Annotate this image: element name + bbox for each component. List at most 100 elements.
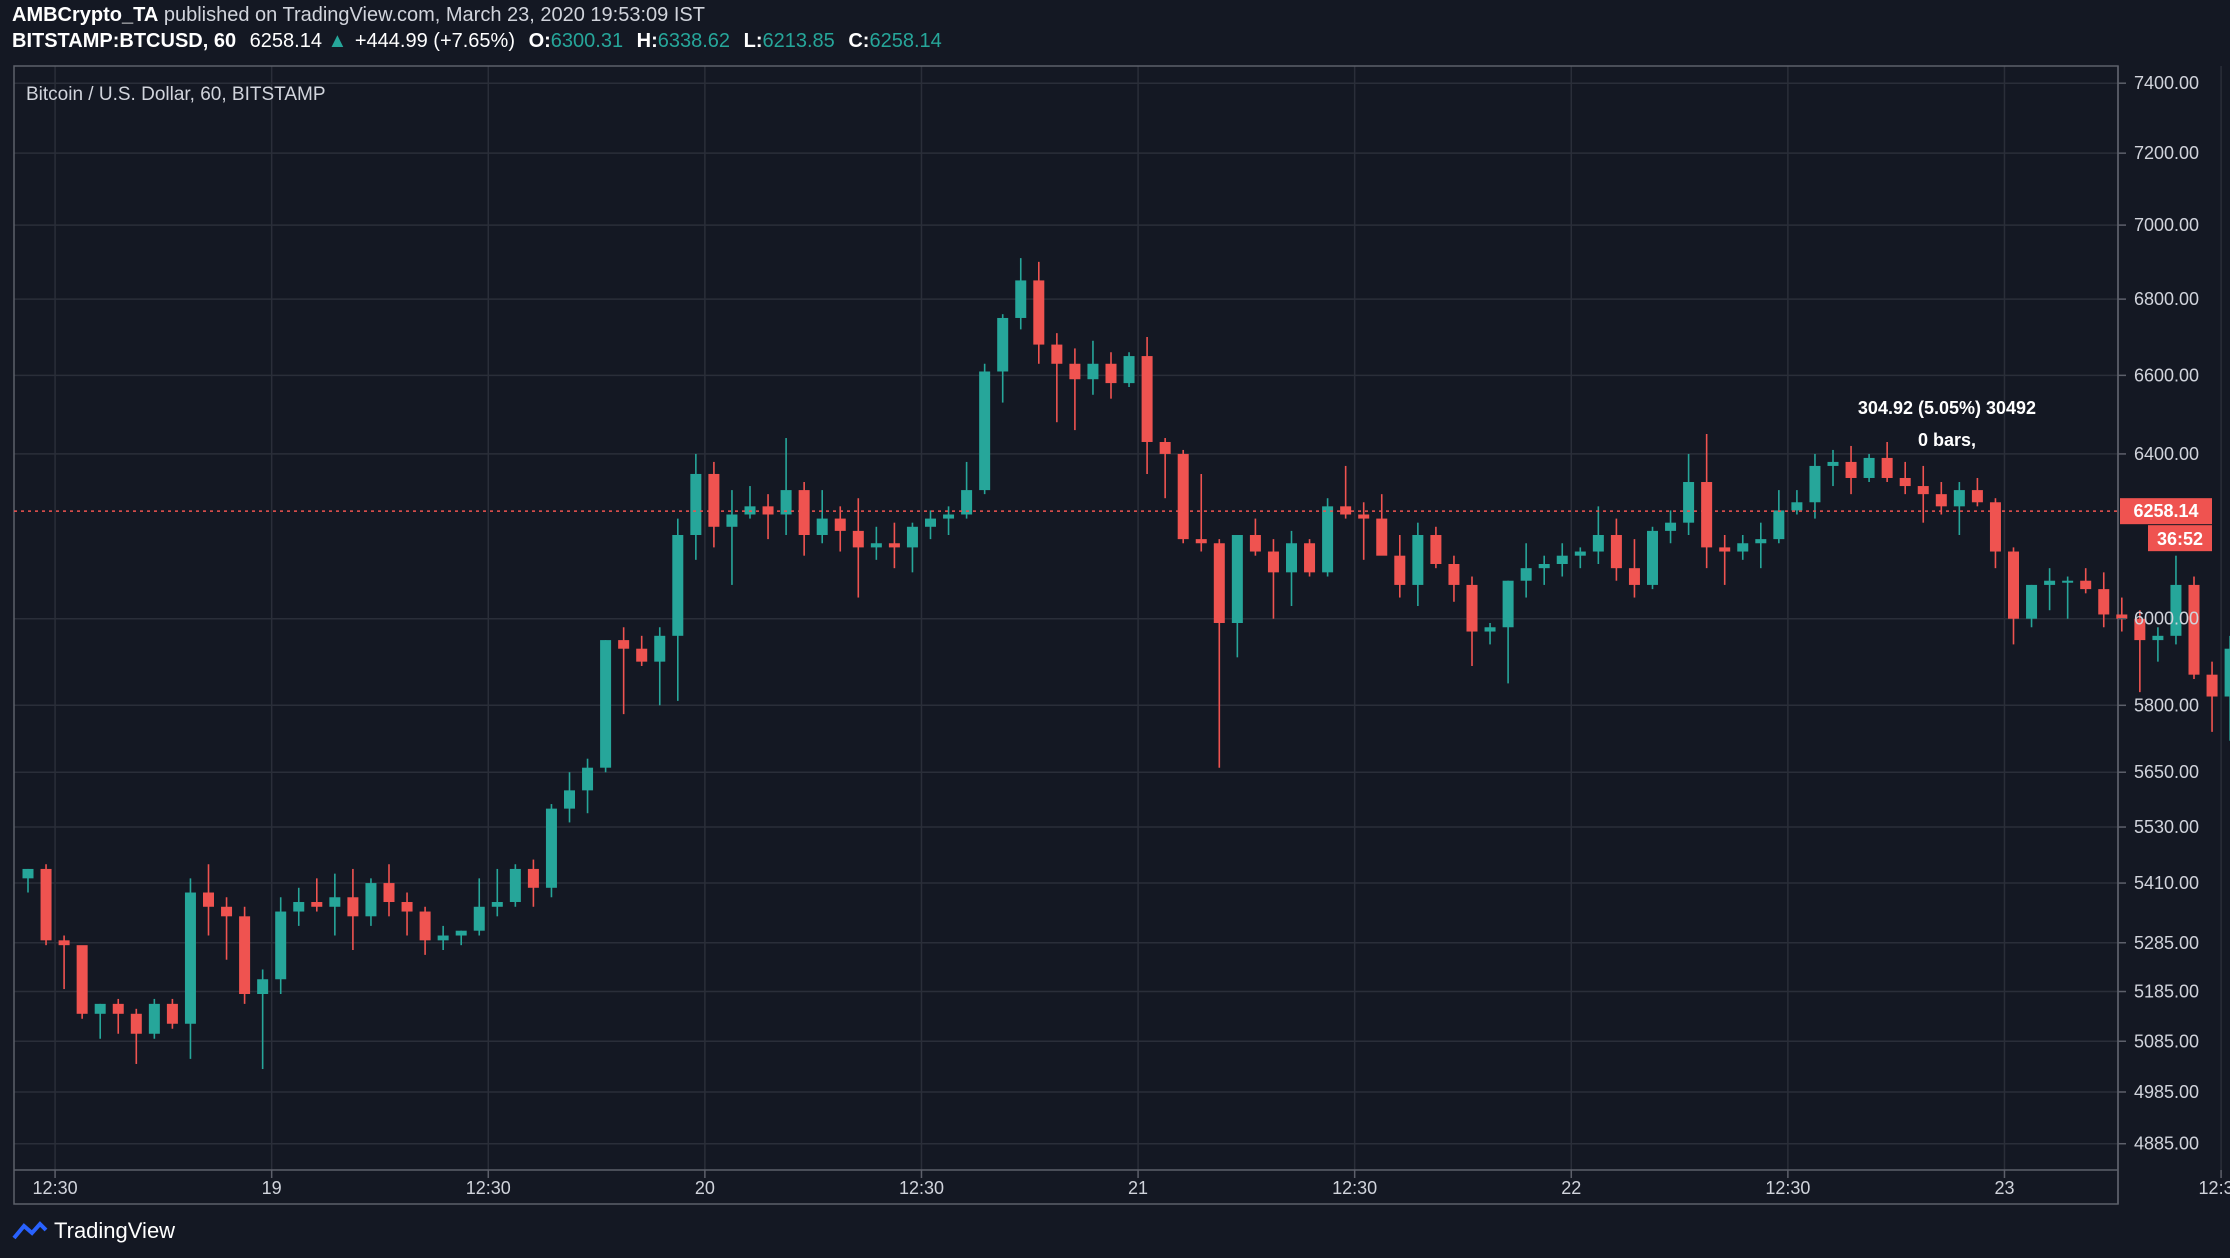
candle-body [1394, 555, 1406, 585]
candle [2206, 661, 2218, 732]
candle-body [1376, 518, 1388, 556]
candle-body [600, 640, 612, 768]
candle-body [1249, 535, 1261, 552]
candle-body [455, 930, 467, 936]
candle [2224, 635, 2230, 741]
candle [40, 864, 52, 946]
high-label: H: [636, 30, 658, 52]
candle [1701, 434, 1713, 569]
price-axis: 7400.00 7200.00 7000.00 6800.00 6600.00 6400.… [2118, 73, 2212, 1154]
candle-body [816, 518, 828, 536]
candle-body [22, 868, 34, 879]
low-value: 6213.85 [762, 30, 835, 52]
candle [1195, 473, 1207, 552]
candle [383, 864, 395, 917]
candle-body [636, 648, 648, 662]
tradingview-logo-icon [12, 1221, 48, 1240]
candle [1033, 261, 1045, 364]
candle [1322, 498, 1334, 577]
candle-body [925, 518, 936, 527]
candle-body [1701, 482, 1713, 548]
candle [1484, 622, 1496, 645]
chart-frame [13, 65, 2119, 1205]
candle [979, 363, 991, 495]
candle [311, 878, 323, 912]
current-price-tag-label: 6258.14 [2133, 501, 2198, 521]
candle [347, 868, 359, 951]
candle [2062, 576, 2074, 619]
candle-body [1647, 530, 1658, 585]
candle [166, 998, 178, 1029]
candle [76, 945, 88, 1019]
candle [221, 897, 233, 960]
candle [257, 969, 269, 1070]
candle [672, 518, 684, 701]
candle [1538, 555, 1550, 585]
candle-body [1683, 482, 1695, 523]
candle [997, 314, 1009, 403]
footer-brand[interactable]: TradingView [12, 1218, 175, 1244]
close-value: 6258.14 [869, 30, 942, 52]
candle [2188, 576, 2200, 680]
publisher-username[interactable]: AMBCrypto_TA [12, 4, 159, 26]
candle [1502, 580, 1514, 684]
candle-body [40, 868, 52, 941]
candle-body [203, 892, 214, 907]
candle [1665, 510, 1677, 544]
candle [22, 868, 34, 893]
candle [888, 522, 900, 569]
candle-body [2152, 635, 2164, 641]
y-tick-label: 7400.00 [2134, 73, 2199, 93]
candle-body [1809, 465, 1821, 503]
publish-info: AMBCrypto_TA published on TradingView.co… [12, 4, 705, 27]
y-tick-label: 5185.00 [2134, 982, 2199, 1002]
candle-body [437, 935, 449, 941]
candle [491, 868, 503, 917]
candle-body [726, 514, 738, 527]
candle [582, 758, 594, 814]
candle-body [1863, 457, 1875, 478]
candle [1177, 449, 1189, 544]
candle [816, 490, 828, 544]
candle [1159, 438, 1171, 499]
close-label: C: [848, 30, 870, 52]
candle [1628, 539, 1640, 598]
candle [1917, 465, 1929, 523]
candle [365, 878, 377, 926]
candle [473, 878, 485, 936]
candle-body [347, 897, 359, 917]
candle-body [1195, 539, 1207, 544]
candle-body [780, 490, 792, 515]
x-tick-label: 22 [1561, 1178, 1581, 1198]
candle-body [1881, 457, 1893, 478]
candle [2044, 568, 2056, 611]
candle [239, 906, 251, 1004]
last-price: 6258.14 [249, 30, 322, 52]
candle [527, 859, 539, 907]
candle-body [2062, 580, 2074, 583]
up-arrow-icon: ▲ [327, 30, 348, 52]
candle-body [2188, 584, 2200, 675]
candle [2134, 610, 2146, 693]
candle-body [329, 897, 341, 907]
candle [1647, 526, 1658, 590]
candle-body [1231, 535, 1243, 623]
candle [1737, 535, 1749, 560]
candle [618, 627, 630, 715]
candle [1123, 352, 1135, 387]
candle [1466, 576, 1478, 666]
candle-body [852, 530, 864, 548]
candle [1809, 453, 1821, 519]
candle-body [1574, 551, 1586, 556]
candle-body [744, 506, 756, 515]
candle-body [1105, 363, 1117, 384]
time-axis: 12:30 19 12:30 20 12:30 21 12:30 22 12:30 23 12:30… [33, 1170, 2230, 1198]
candle-body [1773, 510, 1785, 540]
candle [112, 998, 124, 1034]
measure-label-line2: 0 bars, [1918, 430, 1976, 450]
candle [1267, 539, 1279, 619]
candle [852, 498, 864, 598]
candle [148, 998, 160, 1039]
price-change: +444.99 (+7.65%) [354, 30, 515, 52]
